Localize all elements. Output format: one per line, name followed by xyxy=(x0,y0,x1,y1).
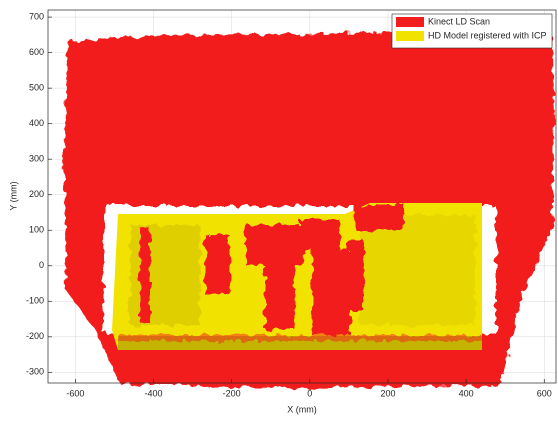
legend-swatch xyxy=(396,31,424,41)
y-axis-label: Y (mm) xyxy=(8,181,18,210)
legend: Kinect LD Scan HD Model registered with I… xyxy=(391,13,553,49)
y-tick-label: -100 xyxy=(26,296,44,306)
legend-label: Kinect LD Scan xyxy=(428,16,490,26)
x-tick-label: 200 xyxy=(380,388,395,398)
y-tick-label: -200 xyxy=(26,331,44,341)
x-tick-label: 400 xyxy=(459,388,474,398)
axes-box xyxy=(47,9,557,384)
model-shade xyxy=(360,215,475,325)
x-tick-label: -200 xyxy=(223,388,241,398)
y-tick-label: 700 xyxy=(29,11,44,21)
x-tick-label: 0 xyxy=(307,388,312,398)
scan-patches xyxy=(118,205,482,341)
legend-swatch xyxy=(396,17,424,27)
y-tick-label: -300 xyxy=(26,367,44,377)
x-tick-label: -400 xyxy=(144,388,162,398)
point-clouds xyxy=(64,28,554,388)
y-tick-label: 400 xyxy=(29,118,44,128)
y-tick-label: 300 xyxy=(29,154,44,164)
y-tick-label: 500 xyxy=(29,83,44,93)
x-axis-label: X (mm) xyxy=(287,404,317,414)
y-tick-label: 200 xyxy=(29,189,44,199)
legend-label: HD Model registered with ICP xyxy=(428,30,547,40)
axes: -600 -400 -200 0 200 400 600 -300 -200 -100 0 100 20… xyxy=(26,11,552,398)
y-tick-label: 100 xyxy=(29,225,44,235)
x-tick-label: -600 xyxy=(66,388,84,398)
x-tick-label: 600 xyxy=(537,388,552,398)
y-tick-label: 0 xyxy=(39,260,44,270)
y-tick-label: 600 xyxy=(29,47,44,57)
